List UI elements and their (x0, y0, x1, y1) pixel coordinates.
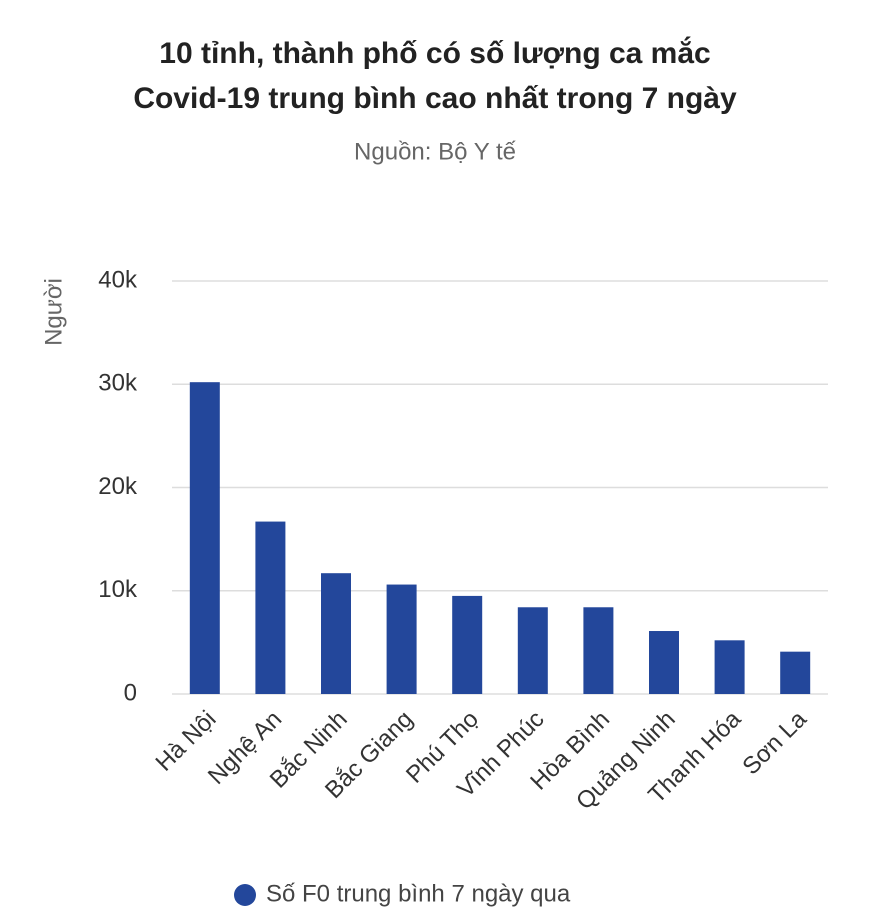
y-tick-label: 0 (124, 679, 137, 706)
chart-subtitle: Nguồn: Bộ Y tế (354, 138, 517, 165)
bar (189, 382, 220, 694)
bar (255, 521, 286, 694)
chart-title: 10 tỉnh, thành phố có số lượng ca mắc (159, 36, 710, 70)
bar (386, 584, 417, 694)
legend-marker (234, 884, 256, 906)
y-axis-title: Người (40, 278, 67, 346)
bar (321, 573, 351, 694)
legend-label: Số F0 trung bình 7 ngày qua (266, 880, 571, 907)
chart-title: Covid-19 trung bình cao nhất trong 7 ngà… (133, 82, 737, 115)
bar (714, 640, 745, 694)
bar (517, 607, 548, 694)
y-tick-label: 10k (98, 576, 138, 603)
y-tick-label: 40k (98, 266, 138, 293)
y-tick-label: 30k (98, 370, 138, 397)
bar (452, 595, 483, 694)
x-tick-label: Sơn La (737, 705, 812, 780)
bar (780, 651, 811, 694)
bar (583, 607, 614, 694)
y-tick-label: 20k (98, 473, 138, 500)
bar (649, 631, 679, 694)
